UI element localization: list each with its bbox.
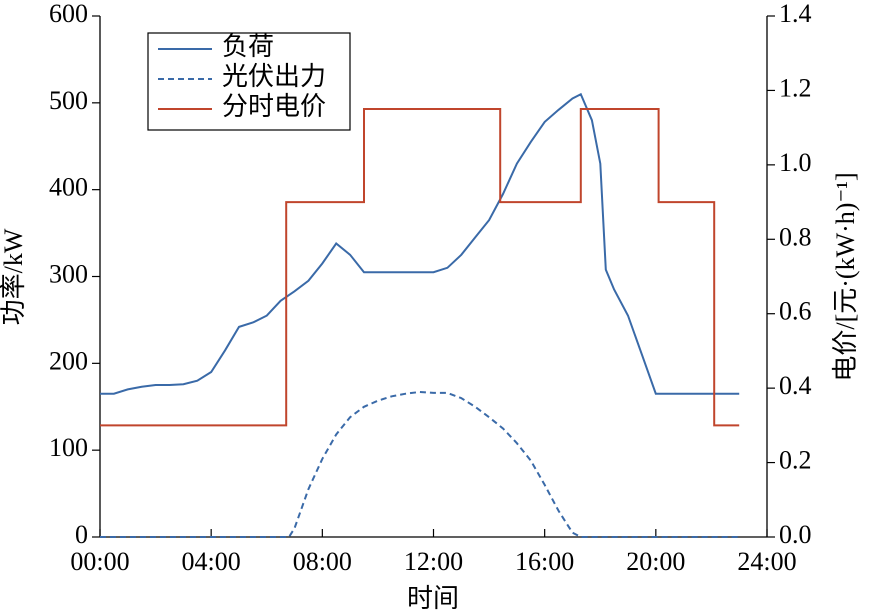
y-tick-label: 200 (49, 346, 88, 375)
y-tick-label: 400 (49, 173, 88, 202)
y-tick-label: 500 (49, 86, 88, 115)
legend-label: 负荷 (222, 32, 274, 61)
x-tick-label: 04:00 (182, 547, 241, 576)
series-line (100, 92, 740, 395)
series-line (100, 108, 740, 427)
x-axis-label: 时间 (407, 584, 459, 613)
x-tick-label: 24:00 (737, 547, 796, 576)
x-tick-label: 16:00 (515, 547, 574, 576)
y-tick-label: 600 (49, 0, 88, 28)
y2-tick-label: 0.2 (779, 446, 812, 475)
y2-tick-label: 1.0 (779, 148, 812, 177)
y2-tick-label: 0.6 (779, 297, 812, 326)
y2-axis-label: 电价/[元·(kW·h)⁻¹] (831, 172, 860, 381)
y-axis-label: 功率/kW (0, 228, 28, 325)
y-tick-label: 300 (49, 259, 88, 288)
x-tick-label: 20:00 (626, 547, 685, 576)
y2-tick-label: 0.8 (779, 222, 812, 251)
y-tick-label: 100 (49, 433, 88, 462)
legend-label: 光伏出力 (222, 62, 326, 91)
y2-tick-label: 1.2 (779, 73, 812, 102)
x-tick-label: 08:00 (293, 547, 352, 576)
x-tick-label: 12:00 (404, 547, 463, 576)
series-line (100, 390, 740, 538)
y-tick-label: 0 (75, 520, 88, 549)
y2-tick-label: 0.4 (779, 371, 812, 400)
y2-tick-label: 0.0 (779, 520, 812, 549)
y2-tick-label: 1.4 (779, 0, 812, 28)
legend-label: 分时电价 (222, 92, 326, 121)
x-tick-label: 00:00 (70, 547, 129, 576)
